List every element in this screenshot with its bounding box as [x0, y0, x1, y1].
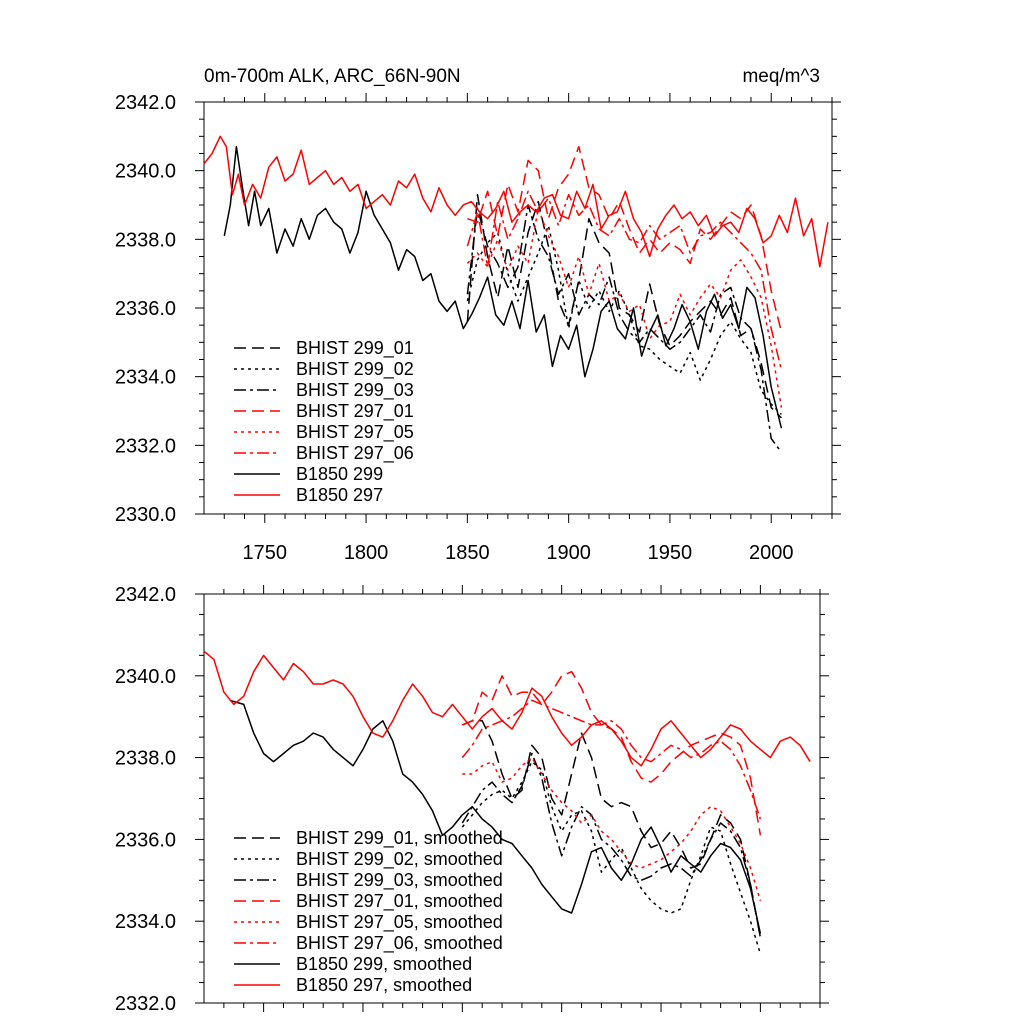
y-tick-label: 2340.0	[115, 161, 176, 183]
y-tick-label: 2340.0	[115, 666, 176, 688]
series-line	[203, 650, 811, 767]
x-tick-label: 1950	[648, 542, 693, 564]
bottom-panel: 2332.0 2334.0 2336.0 2338.0 2340.0 2342.0 BHIS…	[115, 584, 829, 1015]
y-tick-label: 2334.0	[115, 911, 176, 933]
series-line	[462, 670, 762, 836]
legend-label: BHIST 299_01, smoothed	[296, 828, 503, 849]
x-tick-label: 1900	[546, 542, 591, 564]
series-line	[462, 720, 762, 938]
legend-label: BHIST 297_06	[296, 443, 414, 464]
series-line	[229, 699, 762, 934]
y-tick-label: 2342.0	[115, 92, 176, 114]
legend-label: BHIST 299_01	[296, 338, 414, 359]
y-tick-label: 2334.0	[115, 367, 176, 389]
y-tick-label: 2336.0	[115, 298, 176, 320]
y-tick-label: 2332.0	[115, 435, 176, 457]
legend-label: BHIST 297_06, smoothed	[296, 933, 503, 954]
y-tick-label: 2332.0	[115, 993, 176, 1015]
series-line	[461, 760, 762, 955]
legend-label: BHIST 297_01	[296, 401, 414, 422]
series-line	[466, 204, 783, 453]
series-line	[461, 752, 762, 938]
chart-units: meq/m^3	[742, 66, 820, 87]
series-line	[467, 145, 783, 333]
series-line	[466, 190, 783, 370]
legend-label: BHIST 297_05	[296, 422, 414, 443]
y-tick-label: 2338.0	[115, 229, 176, 251]
series-line	[461, 699, 762, 820]
y-tick-label: 2338.0	[115, 748, 176, 770]
series-line	[466, 224, 782, 415]
legend-label: BHIST 299_02, smoothed	[296, 849, 503, 870]
legend-label: B1850 297	[296, 485, 383, 505]
series-line	[203, 135, 829, 268]
legend-label: BHIST 299_03	[296, 380, 414, 401]
legend-label: B1850 299, smoothed	[296, 954, 472, 974]
x-tick-label: 1750	[243, 542, 288, 564]
legend-label: B1850 299	[296, 464, 383, 484]
x-tick-label: 1800	[344, 542, 389, 564]
series-line	[223, 145, 783, 429]
y-tick-label: 2342.0	[115, 584, 176, 606]
chart-title: 0m-700m ALK, ARC_66N-90N	[204, 66, 461, 87]
x-tick-label: 1850	[445, 542, 490, 564]
legend-label: BHIST 297_01, smoothed	[296, 891, 503, 912]
legend-label: BHIST 299_02	[296, 359, 414, 380]
x-tick-label: 2000	[749, 542, 794, 564]
legend-label: BHIST 297_05, smoothed	[296, 912, 503, 933]
y-tick-label: 2330.0	[115, 504, 176, 526]
top-panel: 0m-700m ALK, ARC_66N-90N meq/m^3 2330.0 2…	[115, 66, 841, 564]
y-tick-label: 2336.0	[115, 829, 176, 851]
legend-label: BHIST 299_03, smoothed	[296, 870, 503, 891]
legend-label: B1850 297, smoothed	[296, 975, 472, 995]
series-line	[462, 756, 762, 902]
series-line	[466, 193, 782, 419]
